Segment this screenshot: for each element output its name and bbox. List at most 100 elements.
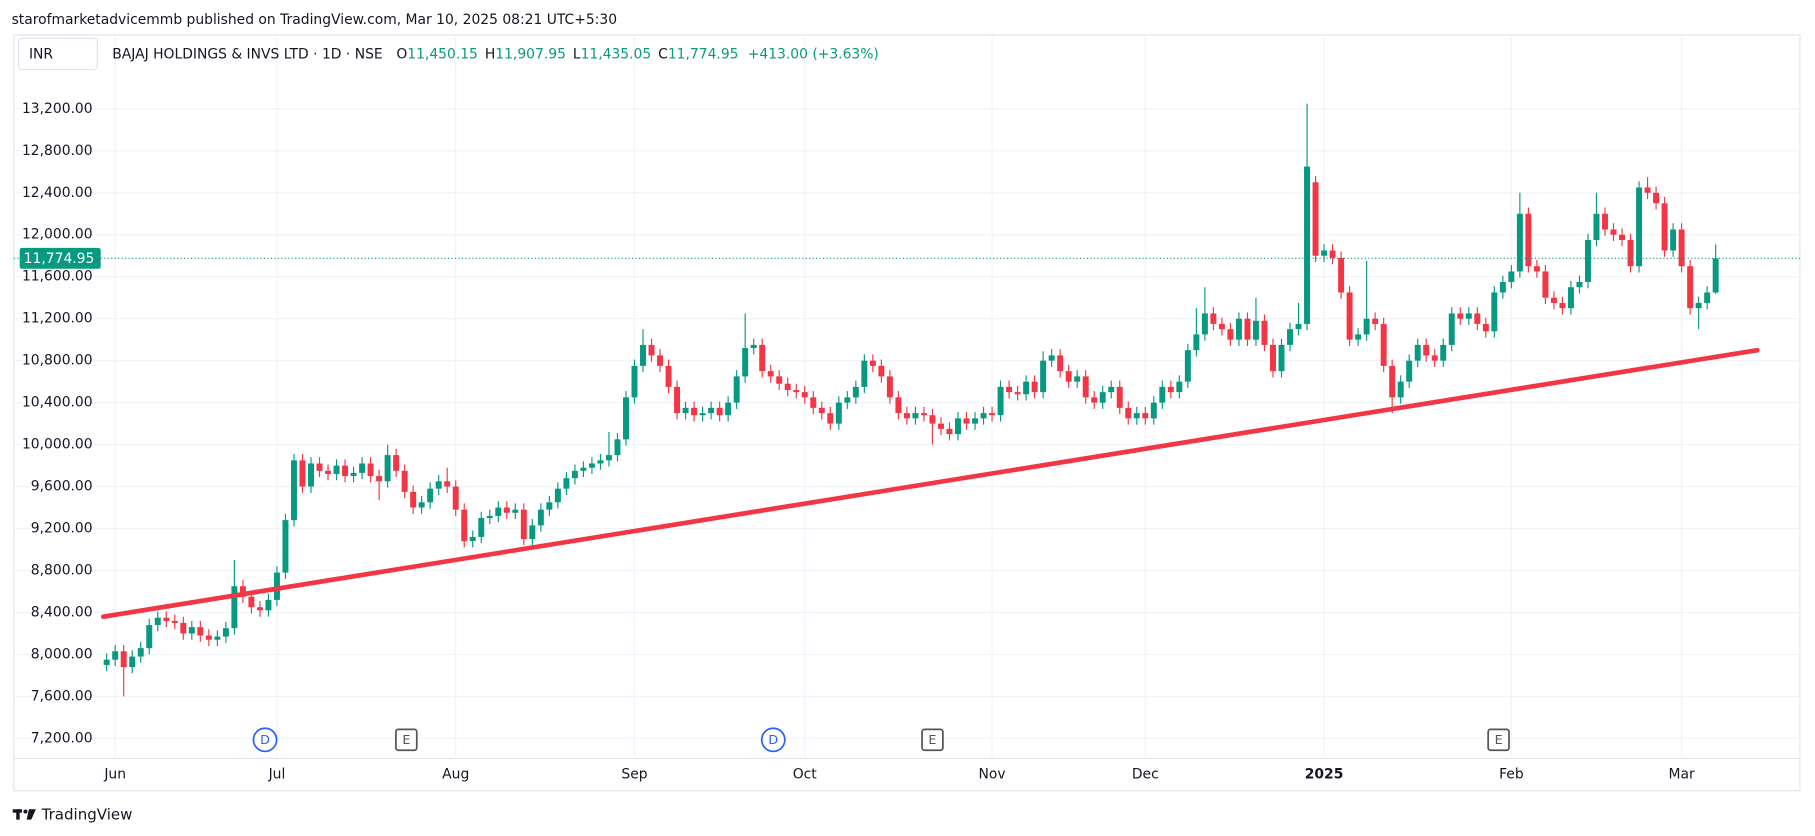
event-label: D	[768, 733, 778, 748]
candle-body	[759, 344, 766, 372]
candle-body	[1431, 355, 1438, 361]
y-tick-label: 7,200.00	[31, 730, 93, 746]
candle-body	[1448, 313, 1455, 345]
candle-body	[1414, 344, 1421, 361]
candle-body	[733, 376, 740, 403]
candle-body	[1244, 318, 1251, 340]
candle-body	[571, 470, 578, 479]
candle-body	[1270, 344, 1276, 372]
y-tick-label: 12,000.00	[22, 227, 93, 243]
candle-body	[529, 525, 536, 540]
candle-body	[903, 413, 910, 419]
candle-body	[682, 407, 689, 414]
candle-body	[103, 659, 110, 665]
candle-body	[299, 460, 306, 487]
legend-value: 11,450.15	[407, 47, 478, 63]
event-label: E	[928, 733, 936, 748]
candle-body	[231, 586, 238, 629]
candle-body	[418, 502, 425, 508]
candle-body	[674, 386, 681, 414]
candle-body	[1474, 313, 1481, 324]
trendline	[100, 347, 1760, 619]
candle-body	[937, 423, 944, 429]
candle-body	[640, 344, 646, 366]
candle-body	[1312, 182, 1319, 256]
legend-key: L	[573, 47, 581, 63]
candle-body	[290, 460, 297, 521]
candle-body	[580, 467, 587, 471]
candle-body	[801, 392, 808, 398]
x-tick-label: 2025	[1305, 767, 1344, 783]
candle-body	[1261, 320, 1268, 345]
candle-body	[810, 397, 817, 408]
y-tick-label: 12,800.00	[22, 143, 93, 159]
candle-body	[469, 536, 476, 542]
candle-body	[818, 407, 825, 414]
candle-body	[1619, 234, 1626, 240]
plot	[13, 103, 1800, 697]
candle-body	[742, 348, 749, 377]
candle-body	[188, 627, 195, 634]
candle-body	[180, 622, 187, 634]
brand: TradingView	[41, 806, 133, 824]
candle-body	[1687, 266, 1694, 309]
candle-body	[963, 418, 970, 424]
candle-body	[1210, 313, 1217, 324]
currency-box[interactable]	[17, 37, 98, 71]
candle-body	[1201, 313, 1208, 335]
candle-body	[1482, 323, 1489, 332]
candle-body	[129, 656, 136, 668]
candle-body	[1167, 386, 1174, 393]
candle-body	[1065, 371, 1072, 382]
event-label: E	[402, 733, 410, 748]
candle-body	[1508, 271, 1515, 282]
candle-body	[1457, 313, 1464, 319]
event-marker	[760, 727, 786, 753]
candle-body	[1550, 297, 1557, 303]
legend-value: 11,774.95	[668, 47, 739, 63]
candle-body	[1653, 192, 1660, 204]
candle-body	[1057, 355, 1064, 372]
candle-body	[835, 402, 842, 424]
candle-body	[120, 651, 127, 668]
candle-body	[1610, 229, 1617, 235]
candle-body	[1014, 392, 1021, 395]
candle-body	[665, 365, 672, 387]
event-marker	[921, 728, 944, 752]
legend-key: O	[396, 47, 407, 63]
candle-body	[1602, 213, 1608, 230]
brand-logo	[12, 809, 36, 820]
y-tick-label: 7,600.00	[31, 688, 93, 704]
candle-body	[265, 599, 272, 611]
symbol: BAJAJ HOLDINGS & INVS LTD · 1D · NSE	[112, 47, 382, 63]
candle-body	[1661, 203, 1668, 251]
y-tick-label: 8,800.00	[31, 562, 93, 578]
candle-body	[767, 371, 774, 377]
candle-body	[1278, 344, 1285, 372]
candle-body	[1576, 281, 1583, 288]
candle-body	[410, 491, 417, 508]
symbol-legend: BAJAJ HOLDINGS & INVS LTD · 1D · NSE O11…	[112, 47, 879, 63]
candle-body	[478, 518, 485, 537]
candle-body	[972, 418, 979, 424]
last-price-label: 11,774.95	[24, 251, 95, 267]
candle-body	[946, 428, 953, 435]
candle-body	[1516, 213, 1523, 272]
candle-body	[784, 383, 791, 391]
candle-body	[1218, 323, 1225, 330]
candle-body	[1074, 376, 1081, 382]
x-tick-label: Sep	[621, 767, 647, 783]
x-tick-label: Jun	[103, 767, 126, 783]
candle-body	[725, 402, 732, 416]
candle-body	[325, 470, 332, 474]
candle-body	[503, 507, 510, 513]
candle-body	[920, 413, 927, 416]
candle-body	[708, 407, 715, 414]
candle-body	[520, 509, 527, 540]
y-tick-label: 8,400.00	[31, 604, 93, 620]
candle-body	[137, 648, 144, 657]
y-tick-label: 10,000.00	[22, 437, 93, 453]
candle-body	[1295, 323, 1302, 330]
y-tick-label: 10,800.00	[22, 353, 93, 369]
